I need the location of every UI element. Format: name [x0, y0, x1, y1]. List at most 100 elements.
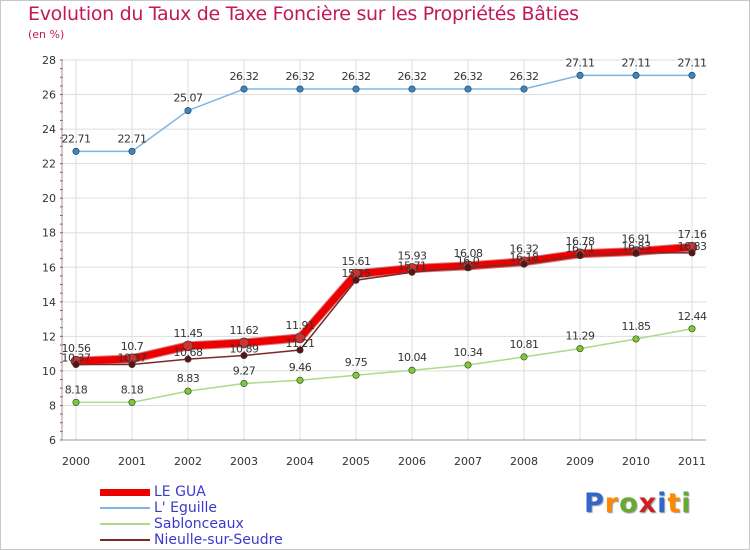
data-label-nieulle-sur-seudre: 15.71 [398, 259, 427, 272]
data-point-nieulle-sur-seudre [128, 361, 136, 369]
x-tick-label: 2009 [566, 455, 594, 468]
x-tick-label: 2004 [286, 455, 314, 468]
series-line-l-eguille [76, 74, 692, 153]
data-label-le-gua: 15.61 [342, 255, 371, 268]
data-point-nieulle-sur-seudre [520, 260, 528, 268]
legend-label: LE GUA [154, 484, 206, 500]
data-point-sablonceaux [184, 387, 192, 395]
x-tick-label: 2010 [622, 455, 650, 468]
proxiti-logo: Proxiti [584, 488, 692, 519]
data-label-le-gua: 10.7 [121, 340, 144, 353]
data-point-sablonceaux [632, 335, 640, 343]
logo-letter: i [681, 488, 692, 519]
data-label-sablonceaux: 9.27 [233, 365, 256, 378]
data-point-sablonceaux [520, 353, 528, 361]
data-label-nieulle-sur-seudre: 16.83 [622, 240, 651, 253]
data-point-le-gua [238, 337, 250, 349]
legend-swatch-le-gua [100, 489, 150, 496]
data-label-nieulle-sur-seudre: 10.89 [230, 343, 259, 356]
logo-letter: r [604, 488, 620, 519]
y-tick-label: 18 [42, 227, 56, 240]
data-label-l-eguille: 26.32 [342, 70, 371, 83]
y-tick-label: 20 [42, 192, 56, 205]
x-tick-label: 2011 [678, 455, 706, 468]
data-label-le-gua: 16.08 [454, 247, 483, 260]
data-point-nieulle-sur-seudre [352, 276, 360, 284]
data-label-l-eguille: 27.11 [622, 56, 651, 69]
data-point-nieulle-sur-seudre [72, 361, 80, 369]
y-tick-label: 10 [42, 365, 56, 378]
legend-label: Sablonceaux [154, 516, 244, 532]
data-point-sablonceaux [72, 398, 80, 406]
logo-letter: P [584, 488, 605, 519]
data-point-sablonceaux [464, 361, 472, 369]
data-label-nieulle-sur-seudre: 10.68 [174, 346, 203, 359]
data-point-nieulle-sur-seudre [688, 249, 696, 257]
y-tick-label: 16 [42, 261, 56, 274]
y-tick-label: 24 [42, 123, 56, 136]
logo-letter: x [638, 488, 658, 519]
data-label-sablonceaux: 10.81 [510, 338, 539, 351]
chart-title: Evolution du Taux de Taxe Foncière sur l… [28, 3, 579, 25]
data-label-sablonceaux: 9.46 [289, 361, 312, 374]
data-label-l-eguille: 26.32 [286, 70, 315, 83]
data-label-sablonceaux: 12.44 [678, 310, 707, 323]
data-point-sablonceaux [408, 366, 416, 374]
data-label-l-eguille: 26.32 [510, 70, 539, 83]
data-point-l-eguille [408, 85, 416, 93]
logo-letter: i [657, 488, 668, 519]
series-line-nieulle-sur-seudre [76, 252, 692, 366]
data-label-l-eguille: 26.32 [454, 70, 483, 83]
data-point-sablonceaux [576, 345, 584, 353]
data-point-nieulle-sur-seudre [408, 268, 416, 276]
data-label-l-eguille: 22.71 [62, 132, 91, 145]
logo-letter: o [619, 488, 639, 519]
data-point-l-eguille [352, 85, 360, 93]
data-point-le-gua [182, 340, 194, 352]
data-label-nieulle-sur-seudre: 16.71 [566, 242, 595, 255]
y-tick-label: 28 [42, 54, 56, 67]
data-label-le-gua: 11.62 [230, 324, 259, 337]
data-label-nieulle-sur-seudre: 16.18 [510, 251, 539, 264]
data-point-nieulle-sur-seudre [632, 249, 640, 257]
x-tick-label: 2006 [398, 455, 426, 468]
data-label-sablonceaux: 10.34 [454, 346, 483, 359]
data-point-sablonceaux [296, 376, 304, 384]
data-point-nieulle-sur-seudre [464, 263, 472, 271]
data-point-nieulle-sur-seudre [576, 251, 584, 259]
data-point-l-eguille [520, 85, 528, 93]
data-label-l-eguille: 26.32 [398, 70, 427, 83]
y-axis-unit-label: (en %) [28, 28, 65, 41]
data-label-nieulle-sur-seudre: 16.0 [457, 254, 480, 267]
data-point-sablonceaux [240, 380, 248, 388]
legend-swatch-l-eguille [100, 507, 150, 509]
y-tick-label: 26 [42, 89, 56, 102]
data-label-le-gua: 15.93 [398, 249, 427, 262]
data-label-nieulle-sur-seudre: 11.21 [286, 337, 315, 350]
data-label-sablonceaux: 10.04 [398, 351, 427, 364]
data-point-l-eguille [464, 85, 472, 93]
data-point-sablonceaux [688, 325, 696, 333]
series-line-sablonceaux [76, 328, 693, 404]
data-label-l-eguille: 22.71 [118, 132, 147, 145]
data-label-nieulle-sur-seudre: 15.25 [342, 267, 371, 280]
data-label-l-eguille: 26.32 [230, 70, 259, 83]
data-label-le-gua: 16.78 [566, 235, 595, 248]
y-tick-label: 22 [42, 158, 56, 171]
data-label-le-gua: 10.56 [62, 342, 91, 355]
data-point-nieulle-sur-seudre [240, 352, 248, 360]
data-label-le-gua: 16.32 [510, 243, 539, 256]
data-label-sablonceaux: 8.83 [177, 372, 200, 385]
legend-label: L' Eguille [154, 500, 217, 516]
data-point-l-eguille [296, 85, 304, 93]
legend-label: Nieulle-sur-Seudre [154, 532, 283, 548]
data-point-sablonceaux [352, 371, 360, 379]
x-tick-label: 2008 [510, 455, 538, 468]
axes: 6 8 10 12 14 16 18 20 22 24 26 28 2000 2001 2002 2003 20… [42, 54, 706, 468]
data-label-nieulle-sur-seudre: 10.37 [118, 352, 147, 365]
data-point-l-eguille [632, 71, 640, 79]
logo-letter: t [667, 488, 682, 519]
data-point-sablonceaux [128, 398, 136, 406]
